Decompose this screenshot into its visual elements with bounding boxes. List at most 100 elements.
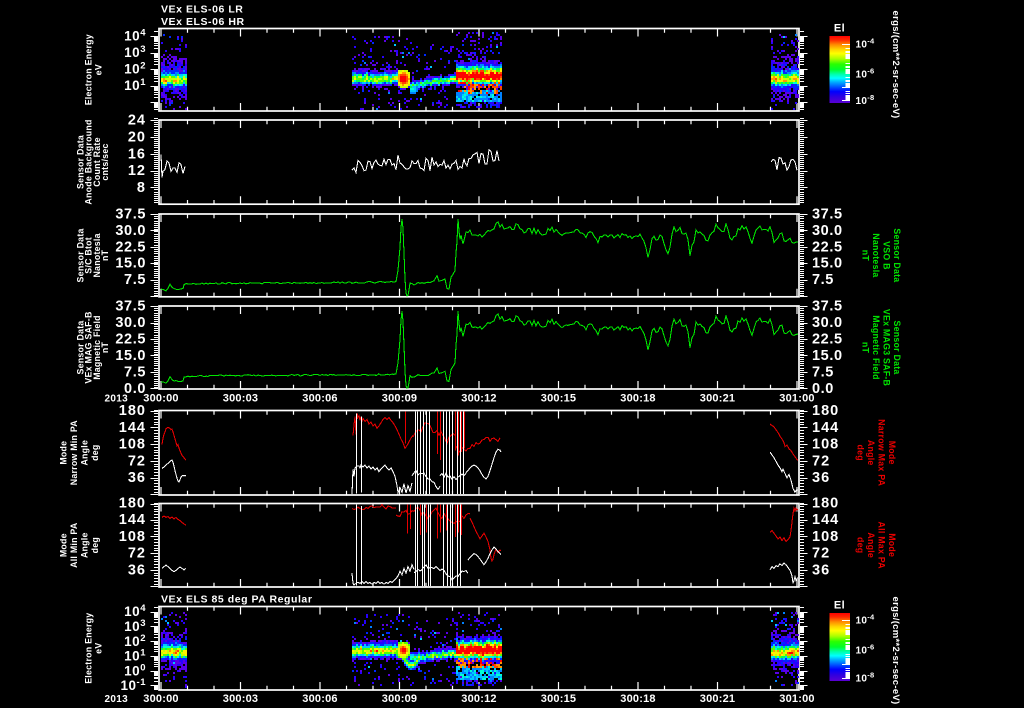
- svg-text:15.0: 15.0: [812, 348, 843, 364]
- svg-text:Anode Background: Anode Background: [84, 119, 94, 204]
- svg-text:deg: deg: [856, 445, 866, 461]
- svg-text:Mode: Mode: [887, 441, 897, 465]
- svg-text:72: 72: [812, 453, 830, 469]
- svg-text:20: 20: [128, 129, 146, 145]
- svg-text:ergs/(cm**2-sr-sec-eV): ergs/(cm**2-sr-sec-eV): [890, 11, 901, 119]
- svg-text:300:12: 300:12: [461, 693, 496, 705]
- svg-text:300:21: 300:21: [700, 693, 735, 705]
- svg-text:180: 180: [812, 495, 839, 511]
- svg-text:30.0: 30.0: [812, 223, 843, 239]
- svg-text:108: 108: [812, 437, 839, 453]
- svg-text:15.0: 15.0: [812, 256, 843, 272]
- svg-text:36: 36: [128, 562, 146, 578]
- svg-text:102: 102: [124, 633, 146, 649]
- svg-text:72: 72: [128, 546, 146, 562]
- svg-text:15.0: 15.0: [115, 348, 146, 364]
- svg-text:2013: 2013: [105, 694, 129, 705]
- svg-text:300:03: 300:03: [223, 393, 258, 405]
- svg-text:301:00: 301:00: [779, 693, 814, 705]
- svg-text:24: 24: [128, 113, 146, 129]
- svg-text:7.5: 7.5: [812, 364, 834, 380]
- svg-text:Angle: Angle: [866, 440, 876, 466]
- svg-text:108: 108: [812, 529, 839, 545]
- svg-text:144: 144: [812, 512, 839, 528]
- svg-text:All Max PA: All Max PA: [877, 522, 887, 570]
- svg-text:2013: 2013: [105, 394, 129, 405]
- svg-text:nT: nT: [100, 342, 110, 354]
- svg-text:30.0: 30.0: [115, 315, 146, 331]
- svg-text:36: 36: [128, 470, 146, 486]
- svg-text:Magnetic Field: Magnetic Field: [871, 315, 881, 380]
- svg-text:300:12: 300:12: [461, 393, 496, 405]
- svg-text:Count Rate: Count Rate: [92, 137, 102, 186]
- svg-text:0.0: 0.0: [812, 381, 834, 397]
- svg-text:36: 36: [812, 470, 830, 486]
- svg-text:15.0: 15.0: [115, 256, 146, 272]
- svg-text:Electron Energy: Electron Energy: [84, 34, 94, 105]
- svg-text:Mode: Mode: [59, 533, 69, 557]
- svg-text:7.5: 7.5: [812, 272, 834, 288]
- svg-text:37.5: 37.5: [812, 206, 843, 222]
- svg-text:Sensor Data: Sensor Data: [76, 228, 86, 282]
- svg-text:144: 144: [812, 420, 839, 436]
- svg-text:300:06: 300:06: [302, 393, 337, 405]
- svg-text:El: El: [834, 600, 845, 612]
- svg-text:22.5: 22.5: [115, 239, 146, 255]
- svg-text:30.0: 30.0: [812, 315, 843, 331]
- svg-text:300:09: 300:09: [382, 693, 417, 705]
- svg-text:VSO B: VSO B: [882, 241, 892, 270]
- svg-text:El: El: [834, 23, 845, 35]
- svg-text:180: 180: [119, 403, 146, 419]
- svg-text:300:18: 300:18: [620, 693, 655, 705]
- svg-text:300:21: 300:21: [700, 393, 735, 405]
- svg-text:Sensor Data: Sensor Data: [892, 228, 902, 282]
- svg-text:72: 72: [812, 546, 830, 562]
- svg-text:301:00: 301:00: [779, 393, 814, 405]
- svg-text:37.5: 37.5: [812, 299, 843, 315]
- svg-text:VEx MAG SAF-B: VEx MAG SAF-B: [84, 311, 94, 383]
- svg-text:16: 16: [128, 146, 146, 162]
- svg-text:ergs/(cm**2-sr-sec-eV): ergs/(cm**2-sr-sec-eV): [890, 597, 901, 705]
- svg-text:Angle: Angle: [80, 532, 90, 558]
- svg-text:eV: eV: [94, 64, 104, 75]
- svg-text:eV: eV: [94, 643, 104, 654]
- svg-text:7.5: 7.5: [124, 364, 146, 380]
- svg-text:nT: nT: [100, 249, 110, 261]
- svg-text:12: 12: [128, 163, 146, 179]
- svg-text:nT: nT: [861, 342, 871, 354]
- svg-text:Nanotesla: Nanotesla: [871, 233, 881, 277]
- svg-text:cnts/sec: cnts/sec: [100, 143, 110, 180]
- svg-text:0.0: 0.0: [124, 381, 146, 397]
- svg-text:300:00: 300:00: [143, 393, 178, 405]
- svg-text:300:03: 300:03: [223, 693, 258, 705]
- svg-text:300:00: 300:00: [143, 693, 178, 705]
- svg-text:300:06: 300:06: [302, 693, 337, 705]
- svg-text:102: 102: [124, 61, 146, 77]
- svg-text:300:15: 300:15: [541, 693, 576, 705]
- svg-text:deg: deg: [90, 445, 100, 461]
- svg-text:103: 103: [124, 44, 146, 60]
- svg-text:100: 100: [124, 662, 146, 678]
- svg-text:Mode: Mode: [59, 441, 69, 465]
- svg-text:deg: deg: [856, 537, 866, 553]
- svg-text:deg: deg: [90, 537, 100, 553]
- svg-text:22.5: 22.5: [812, 332, 843, 348]
- svg-text:S/C Btot: S/C Btot: [84, 237, 94, 274]
- svg-text:VEx MAG3 SAF-B: VEx MAG3 SAF-B: [882, 309, 892, 386]
- svg-text:103: 103: [124, 618, 146, 634]
- svg-text:Magnetic Field: Magnetic Field: [92, 315, 102, 380]
- svg-text:VEx ELS 85 deg PA Regular: VEx ELS 85 deg PA Regular: [161, 594, 312, 606]
- svg-text:180: 180: [812, 403, 839, 419]
- svg-text:VEx ELS-06 HR: VEx ELS-06 HR: [161, 16, 245, 28]
- svg-text:144: 144: [119, 512, 146, 528]
- svg-text:22.5: 22.5: [115, 332, 146, 348]
- svg-text:Electron Energy: Electron Energy: [84, 613, 94, 684]
- svg-text:7.5: 7.5: [124, 272, 146, 288]
- svg-text:72: 72: [128, 453, 146, 469]
- svg-text:Angle: Angle: [80, 440, 90, 466]
- svg-text:Angle: Angle: [866, 532, 876, 558]
- svg-text:300:09: 300:09: [382, 393, 417, 405]
- svg-text:Sensor Data: Sensor Data: [76, 320, 86, 374]
- svg-text:Nanotesla: Nanotesla: [92, 233, 102, 277]
- svg-text:36: 36: [812, 562, 830, 578]
